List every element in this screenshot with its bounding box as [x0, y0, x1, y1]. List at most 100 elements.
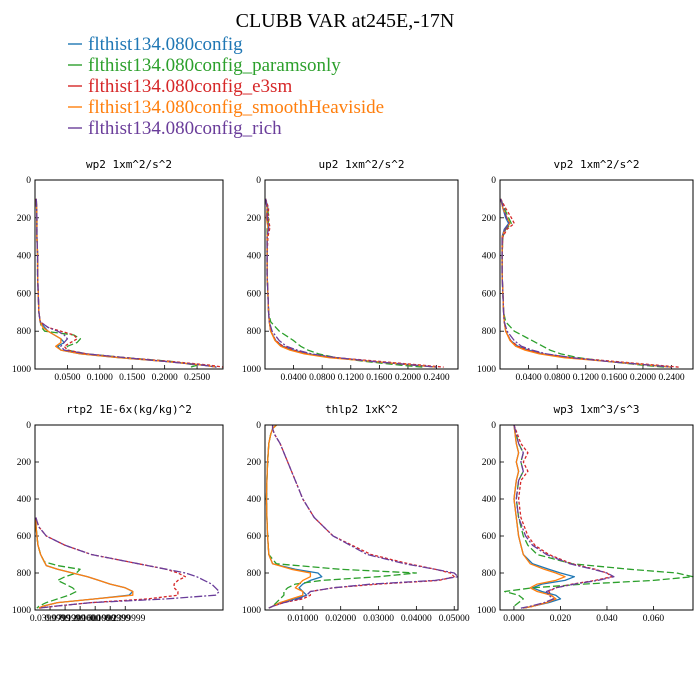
panel-4: rtp2 1E-6x(kg/kg)^2 0 200 400 600 800 10000.03…: [12, 403, 224, 624]
y-tick-label: 0: [26, 421, 31, 431]
panel-6: wp3 1xm^3/s^3 0 200 400 600 800 1000 0.000 0.020…: [477, 403, 694, 624]
x-tick-label: 0.2400: [658, 373, 684, 383]
y-tick-label: 1000: [242, 365, 261, 375]
y-tick-label: 600: [482, 532, 497, 542]
series-line: [268, 425, 455, 609]
series-line: [35, 517, 134, 609]
x-tick-label: 0.1999999: [90, 614, 131, 624]
y-tick-label: 800: [247, 569, 262, 579]
y-tick-label: 600: [482, 289, 497, 299]
x-tick-label: 0.040: [596, 614, 618, 624]
x-tick-label: 0.1200: [573, 373, 599, 383]
series-line: [35, 198, 217, 368]
y-tick-label: 800: [482, 569, 497, 579]
y-tick-label: 600: [247, 289, 262, 299]
series-line: [265, 424, 418, 609]
series-line: [265, 424, 312, 609]
series-line: [265, 198, 444, 368]
panel-title: up2 1xm^2/s^2: [318, 158, 404, 171]
x-tick-label: 0.0800: [544, 373, 570, 383]
y-tick-label: 400: [17, 495, 32, 505]
series-line: [500, 198, 679, 368]
y-tick-label: 1000: [242, 606, 261, 616]
panel-5: thlp2 1xK^2 0 200 400 600 800 1000 0.01000 0.020…: [242, 403, 470, 624]
panel-3: vp2 1xm^2/s^2 0 200 400 600 800 1000 0.0400 0.08…: [477, 158, 694, 383]
series-line: [35, 517, 220, 609]
series-line: [35, 517, 134, 609]
y-tick-label: 1000: [477, 365, 496, 375]
y-tick-label: 0: [491, 176, 496, 186]
y-tick-label: 1000: [477, 606, 496, 616]
x-tick-label: 0.2400: [423, 373, 449, 383]
y-tick-label: 200: [247, 214, 262, 224]
y-tick-label: 1000: [12, 606, 31, 616]
chart-title: CLUBB VAR at245E,-17N: [236, 10, 455, 32]
y-tick-label: 600: [17, 532, 32, 542]
x-tick-label: 0.1600: [601, 373, 627, 383]
x-tick-label: 0.1600: [366, 373, 392, 383]
y-tick-label: 200: [482, 214, 497, 224]
panel-title: rtp2 1E-6x(kg/kg)^2: [66, 403, 192, 416]
panel-frame: [499, 424, 694, 611]
x-tick-label: 0.020: [550, 614, 572, 624]
y-tick-label: 600: [247, 532, 262, 542]
x-tick-label: 0.04000: [401, 614, 432, 624]
x-tick-label: 0.1000: [87, 373, 113, 383]
legend-entry: flthist134.080config_paramsonly: [88, 55, 341, 76]
y-tick-label: 800: [17, 569, 32, 579]
legend-entry: flthist134.080config_rich: [88, 118, 282, 139]
x-tick-label: 0.0400: [516, 373, 542, 383]
legend-entry: flthist134.080config_e3sm: [88, 76, 292, 97]
x-tick-label: 0.1500: [119, 373, 145, 383]
series-line: [513, 424, 615, 609]
y-tick-label: 200: [17, 458, 32, 468]
series-line: [500, 198, 665, 368]
y-tick-label: 200: [17, 214, 32, 224]
series-line: [513, 424, 566, 609]
panel-title: vp2 1xm^2/s^2: [553, 158, 639, 171]
series-line: [500, 198, 672, 368]
panel-frame: [34, 424, 224, 611]
y-tick-label: 0: [256, 176, 261, 186]
panel-1: wp2 1xm^2/s^2 0 200 400 600 800 1000 0.0500 0.10…: [12, 158, 224, 383]
legend-entry: flthist134.080config: [88, 34, 243, 55]
x-tick-label: 0.03000: [363, 614, 394, 624]
x-tick-label: 0.01000: [287, 614, 318, 624]
legend-entry: flthist134.080config_smoothHeaviside: [88, 97, 384, 118]
x-tick-label: 0.02000: [325, 614, 356, 624]
y-tick-label: 800: [247, 327, 262, 337]
x-tick-label: 0.1200: [338, 373, 364, 383]
y-tick-label: 200: [482, 458, 497, 468]
series-line: [35, 198, 217, 368]
series-line: [500, 198, 672, 368]
panel-title: wp2 1xm^2/s^2: [86, 158, 172, 171]
panels: wp2 1xm^2/s^2 0 200 400 600 800 1000 0.0500 0.10…: [12, 158, 694, 624]
series-line: [35, 517, 187, 609]
y-tick-label: 400: [482, 495, 497, 505]
x-tick-label: 0.2399999: [105, 614, 146, 624]
series-line: [265, 198, 423, 368]
series-line: [268, 425, 459, 609]
x-tick-label: 0.2000: [395, 373, 421, 383]
y-tick-label: 0: [26, 176, 31, 186]
legend: flthist134.080configflthist134.080config…: [68, 34, 384, 139]
y-tick-label: 800: [17, 327, 32, 337]
x-tick-label: 0.0800: [309, 373, 335, 383]
x-tick-label: 0.2000: [152, 373, 178, 383]
x-tick-label: 0.2000: [630, 373, 656, 383]
series-line: [265, 198, 437, 368]
y-tick-label: 600: [17, 289, 32, 299]
panel-frame: [499, 179, 694, 370]
x-tick-label: 0.1600000: [75, 614, 116, 624]
y-tick-label: 200: [247, 458, 262, 468]
panel-2: up2 1xm^2/s^2 0 200 400 600 800 1000 0.0400 0.08…: [242, 158, 459, 383]
x-tick-label: 0.0400: [281, 373, 307, 383]
y-tick-label: 800: [482, 327, 497, 337]
x-tick-label: 0.0799999: [45, 614, 86, 624]
y-tick-label: 400: [247, 495, 262, 505]
series-line: [265, 198, 437, 368]
y-tick-label: 400: [17, 252, 32, 262]
panel-frame: [264, 179, 459, 370]
x-tick-label: 0.000: [503, 614, 525, 624]
